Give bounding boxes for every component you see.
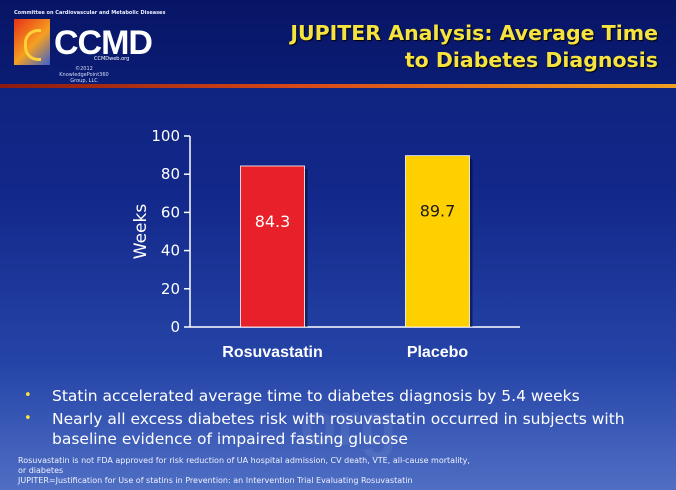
footnote-line: Rosuvastatin is not FDA approved for ris… <box>18 456 470 465</box>
y-axis-label: Weeks <box>131 204 151 260</box>
footnote-line: or diabetes <box>18 466 64 475</box>
bar-rosuvastatin <box>240 165 305 328</box>
x-tick-label: Placebo <box>407 344 469 361</box>
logo-org-name: Committee on Cardiovascular and Metaboli… <box>14 10 166 16</box>
header-rule <box>0 84 676 88</box>
x-tick-label: Rosuvastatin <box>222 344 322 361</box>
y-tick-label: 80 <box>161 165 180 183</box>
bar-placebo <box>405 155 470 328</box>
bullet-list: • Statin accelerated average time to dia… <box>24 386 664 452</box>
logo-copyright: ©2012 KnowledgePoint360 Group, LLC <box>59 66 109 84</box>
footnote-line: JUPITER=Justification for Use of statins… <box>18 476 413 485</box>
bullet-dot-icon: • <box>24 411 32 426</box>
ccmd-logo: Committee on Cardiovascular and Metaboli… <box>10 10 165 86</box>
logo-mark: CCMD <box>54 24 153 62</box>
bullet-text: Statin accelerated average time to diabe… <box>52 387 580 405</box>
logo-emblem-icon <box>14 19 50 65</box>
y-tick-label: 0 <box>170 318 180 336</box>
bullet-dot-icon: • <box>24 388 32 403</box>
slide-title-line-2: to Diabetes Diagnosis <box>404 48 658 72</box>
logo-url: CCMDweb.org <box>94 56 130 62</box>
bullet-item: • Nearly all excess diabetes risk with r… <box>24 409 664 449</box>
slide-title: JUPITER Analysis: Average Time to Diabet… <box>198 20 658 74</box>
bar-chart: 0 20 40 60 80 100 Weeks 84.3 Rosuvastatin 89.7 Pla… <box>131 127 520 361</box>
bar-value-label: 89.7 <box>420 202 456 221</box>
header-band <box>0 0 676 86</box>
slide-title-line-1: JUPITER Analysis: Average Time <box>290 21 658 45</box>
bullet-text: Nearly all excess diabetes risk with ros… <box>52 410 625 448</box>
watermark: org <box>300 391 397 458</box>
y-tick-label: 100 <box>151 127 180 145</box>
y-tick-label: 60 <box>161 203 180 221</box>
bullet-item: • Statin accelerated average time to dia… <box>24 386 664 406</box>
bar-value-label: 84.3 <box>255 212 291 231</box>
footnote: Rosuvastatin is not FDA approved for ris… <box>18 456 668 486</box>
y-tick-label: 40 <box>161 242 180 260</box>
y-tick-label: 20 <box>161 280 180 298</box>
